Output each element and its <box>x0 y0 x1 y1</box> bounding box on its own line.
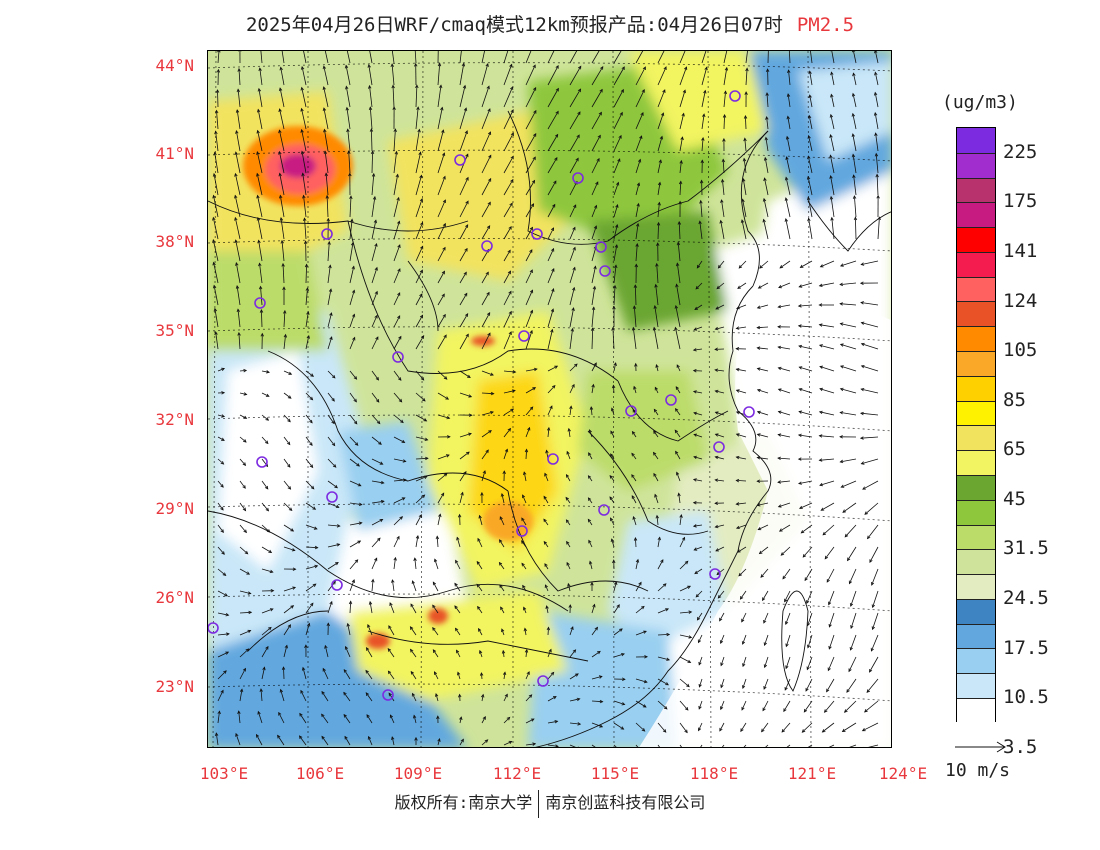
city-marker <box>481 240 493 252</box>
city-marker <box>713 441 725 453</box>
color-bar-swatch <box>957 301 995 327</box>
lat-label-35: 35°N <box>155 321 194 340</box>
color-bar-label: 10.5 <box>1003 686 1049 709</box>
color-bar-swatch <box>957 574 995 599</box>
color-bar-swatch <box>957 623 995 649</box>
lat-label-23: 23°N <box>155 677 194 696</box>
city-marker <box>599 265 611 277</box>
city-marker <box>625 405 637 417</box>
color-bar-swatch <box>957 648 995 674</box>
city-marker <box>595 241 607 253</box>
copyright-separator <box>538 789 540 818</box>
lat-label-38: 38°N <box>155 232 194 251</box>
lon-label-106: 106°E <box>295 764 345 783</box>
city-marker <box>256 456 268 468</box>
color-bar-label: 141 <box>1003 239 1038 262</box>
forecast-map <box>207 50 892 748</box>
city-marker <box>743 406 755 418</box>
color-bar-swatch <box>957 673 995 698</box>
lat-label-44: 44°N <box>155 56 194 75</box>
color-bar-swatch <box>957 450 995 475</box>
city-marker <box>547 453 559 465</box>
color-bar-label: 65 <box>1003 438 1026 461</box>
color-bar-label: 45 <box>1003 487 1026 510</box>
reference-wind-label: 10 m/s <box>945 760 1011 781</box>
lat-label-26: 26°N <box>155 588 194 607</box>
city-marker <box>321 228 333 240</box>
copyright: 版权所有:南京大学 南京创蓝科技有限公司 <box>0 789 1100 818</box>
city-marker <box>516 525 528 537</box>
color-bar-swatch <box>957 474 995 500</box>
lon-label-115: 115°E <box>590 764 640 783</box>
city-marker <box>531 228 543 240</box>
color-bar-label: 3.5 <box>1003 735 1038 758</box>
color-bar-label: 85 <box>1003 388 1026 411</box>
color-bar-swatch <box>957 152 995 178</box>
city-marker <box>392 351 404 363</box>
city-marker <box>254 297 266 309</box>
reference-wind-arrow <box>955 741 1006 753</box>
city-marker <box>537 675 549 687</box>
color-bar-swatch <box>957 202 995 228</box>
copyright-right: 南京创蓝科技有限公司 <box>545 793 706 812</box>
color-bar-swatch <box>957 276 995 302</box>
city-markers <box>208 90 755 701</box>
title-main: 2025年04月26日WRF/cmaq模式12km预报产品:04月26日07时 <box>245 14 783 36</box>
color-bar-swatch <box>957 326 995 352</box>
color-bar-swatch <box>957 128 995 153</box>
color-bar-swatch <box>957 375 995 401</box>
lon-label-124: 124°E <box>878 764 928 783</box>
color-bar-label: 105 <box>1003 339 1038 362</box>
color-bar-swatch <box>957 549 995 575</box>
city-marker <box>598 504 610 516</box>
legend-unit: (ug/m3) <box>942 92 1018 113</box>
city-marker <box>665 394 677 406</box>
lat-label-29: 29°N <box>155 499 194 518</box>
map-title: 2025年04月26日WRF/cmaq模式12km预报产品:04月26日07时 P… <box>0 10 1100 37</box>
color-bar-label: 225 <box>1003 140 1038 163</box>
color-bar-swatch <box>957 351 995 376</box>
city-marker <box>331 579 343 591</box>
color-bar-swatch <box>957 177 995 203</box>
lon-label-112: 112°E <box>492 764 542 783</box>
color-bar-swatch <box>957 598 995 624</box>
color-bar-label: 175 <box>1003 190 1038 213</box>
city-marker <box>208 622 219 634</box>
lat-label-32: 32°N <box>155 410 194 429</box>
color-bar-label: 31.5 <box>1003 537 1049 560</box>
color-bar-swatch <box>957 251 995 277</box>
wind-vectors <box>212 51 881 747</box>
color-bar-swatch <box>957 524 995 550</box>
city-marker <box>518 330 530 342</box>
city-marker <box>709 568 721 580</box>
color-bar-swatch <box>957 425 995 451</box>
copyright-left: 版权所有:南京大学 <box>394 793 533 812</box>
color-bar-label: 124 <box>1003 289 1038 312</box>
city-marker <box>572 172 584 184</box>
color-bar-label: 17.5 <box>1003 636 1049 659</box>
city-marker <box>454 154 466 166</box>
color-bar-swatch <box>957 227 995 252</box>
grid-lines <box>208 51 891 747</box>
color-bar-swatch <box>957 697 995 723</box>
color-bar <box>956 127 996 723</box>
concentration-field <box>208 51 891 747</box>
color-bar-label: 24.5 <box>1003 587 1049 610</box>
color-bar-swatch <box>957 400 995 426</box>
lat-label-41: 41°N <box>155 144 194 163</box>
lon-label-121: 121°E <box>787 764 837 783</box>
lon-label-103: 103°E <box>199 764 249 783</box>
title-variable: PM2.5 <box>796 14 855 36</box>
lon-label-109: 109°E <box>393 764 443 783</box>
city-marker <box>326 491 338 503</box>
lon-label-118: 118°E <box>689 764 739 783</box>
color-bar-swatch <box>957 499 995 525</box>
city-marker <box>729 90 741 102</box>
city-marker <box>382 689 394 701</box>
